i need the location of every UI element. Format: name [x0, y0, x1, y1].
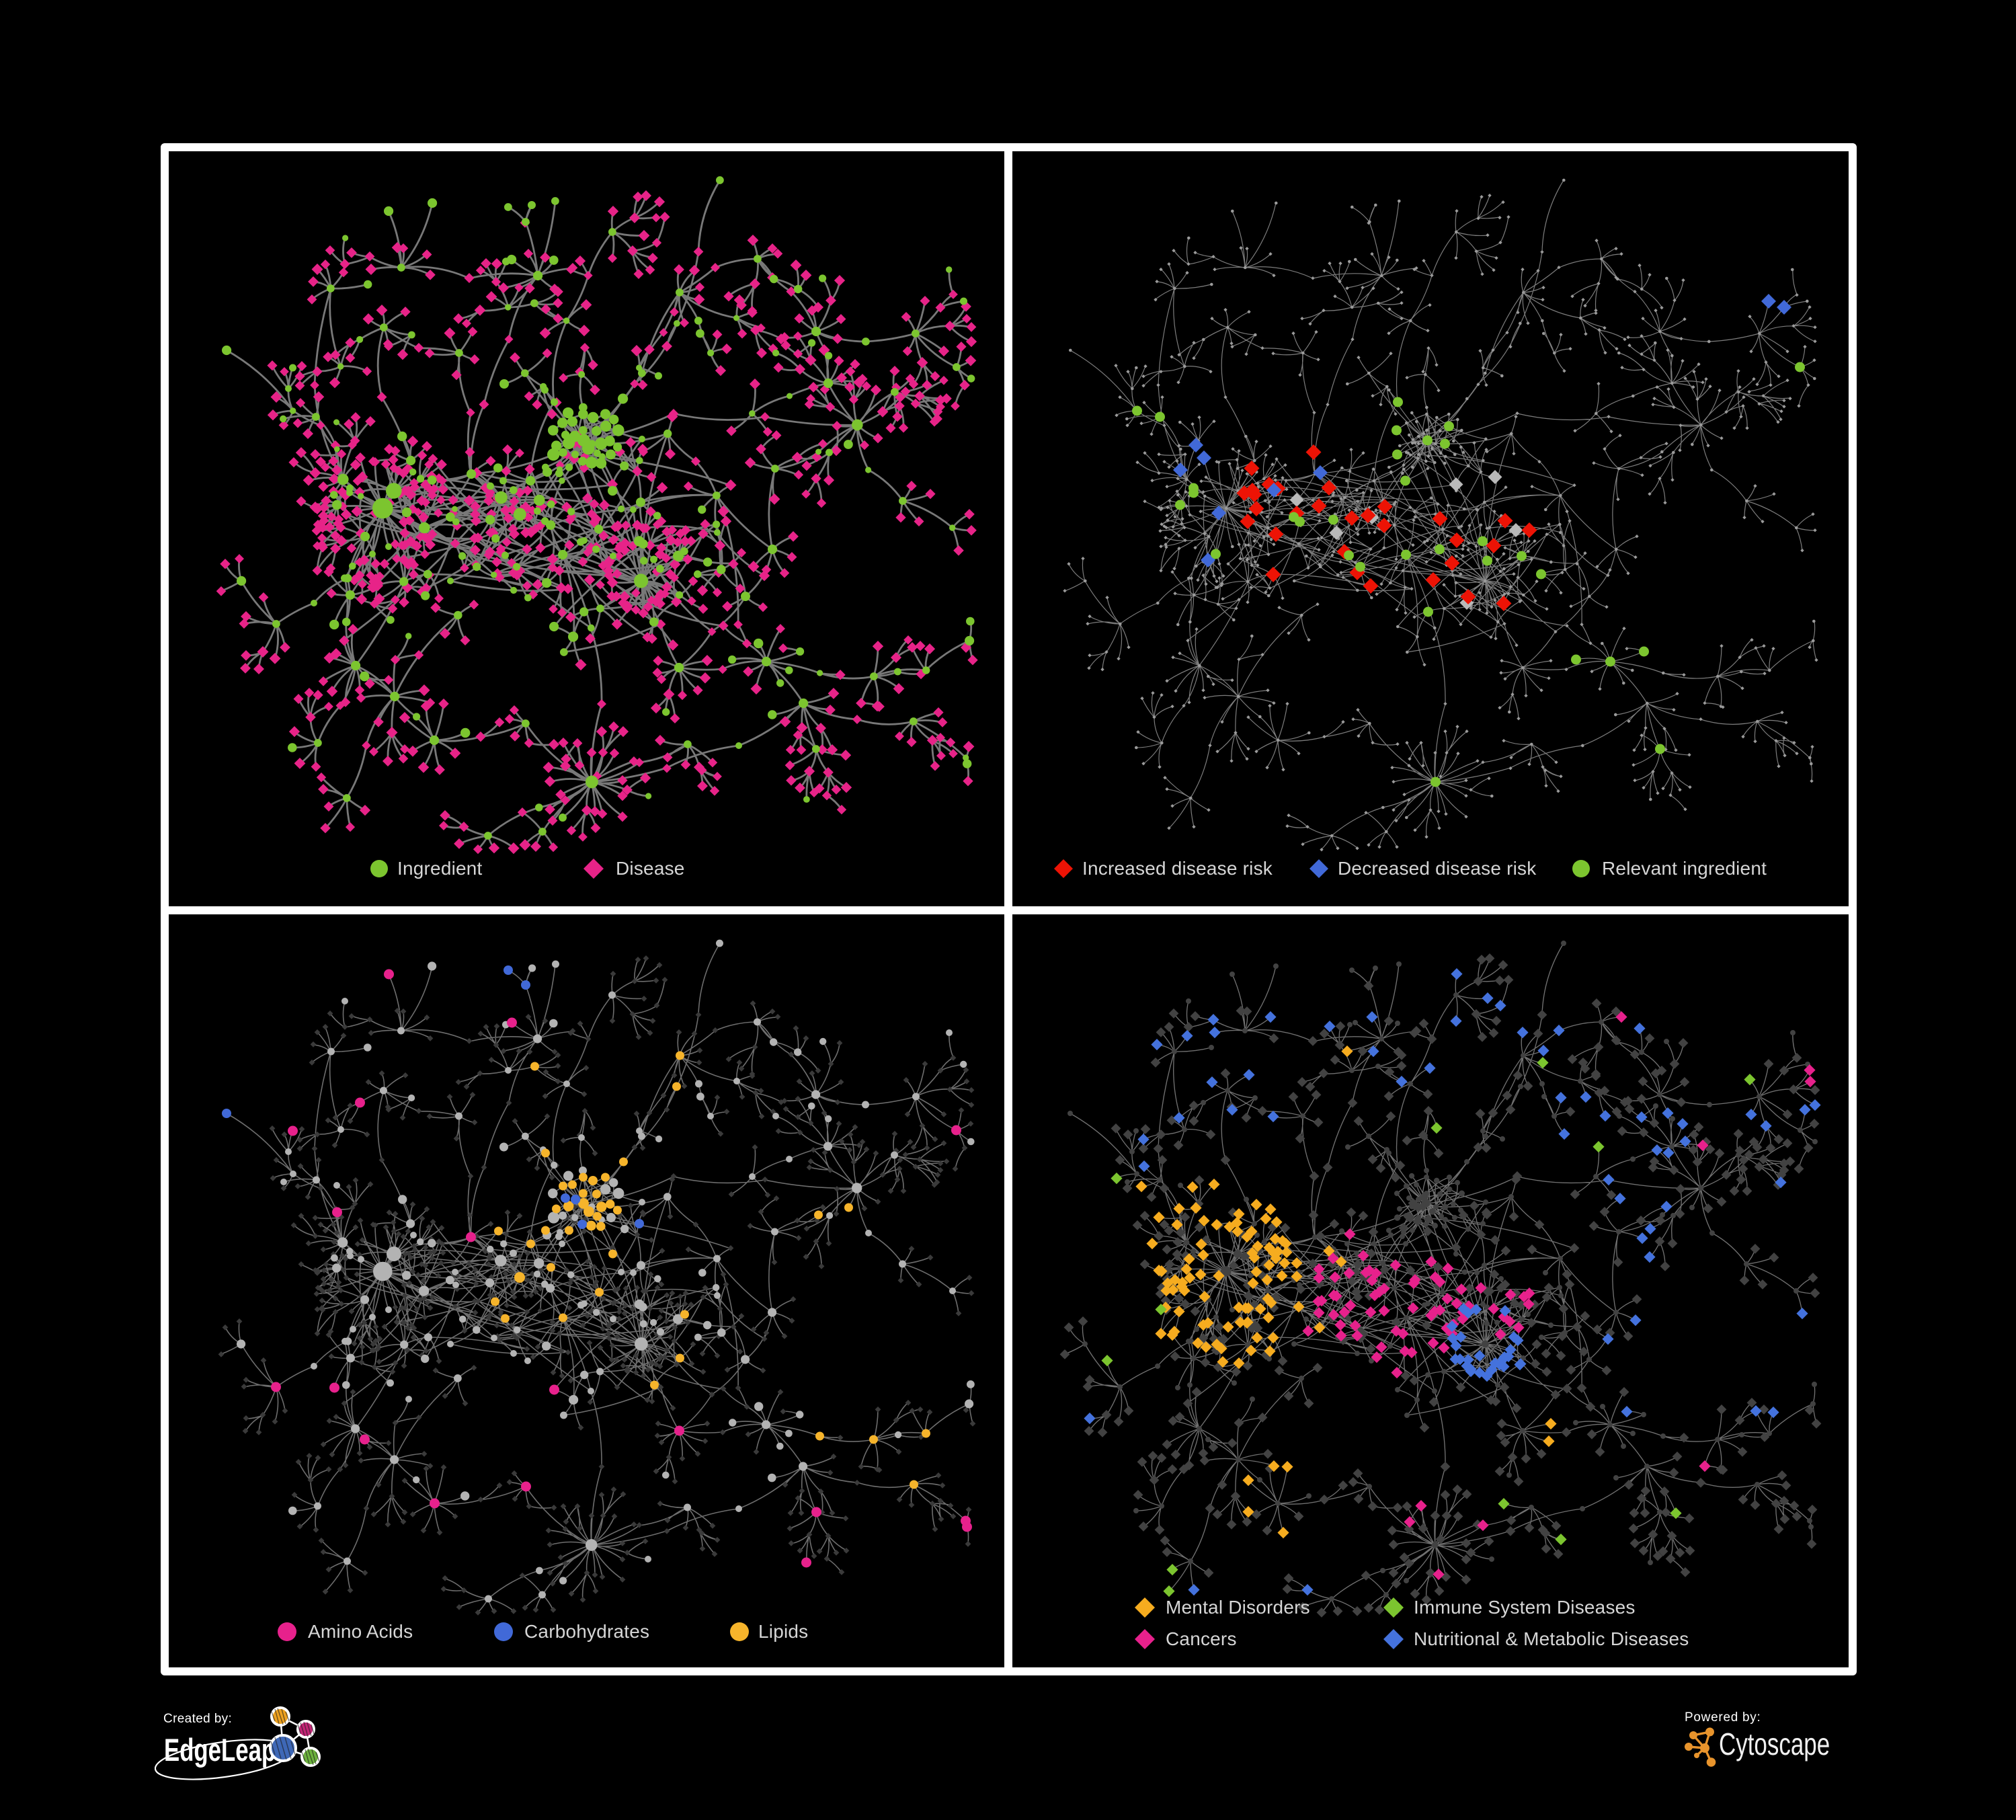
svg-text:Created by:: Created by:	[163, 1712, 233, 1726]
svg-text:Cytoscape: Cytoscape	[1719, 1727, 1830, 1762]
svg-text:EdgeLeap: EdgeLeap	[164, 1733, 276, 1768]
svg-text:Powered by:: Powered by:	[1685, 1710, 1761, 1725]
